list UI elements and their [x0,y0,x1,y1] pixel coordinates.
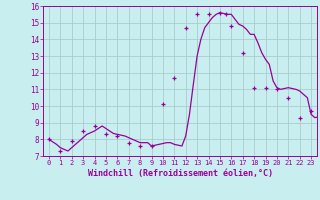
X-axis label: Windchill (Refroidissement éolien,°C): Windchill (Refroidissement éolien,°C) [87,169,273,178]
